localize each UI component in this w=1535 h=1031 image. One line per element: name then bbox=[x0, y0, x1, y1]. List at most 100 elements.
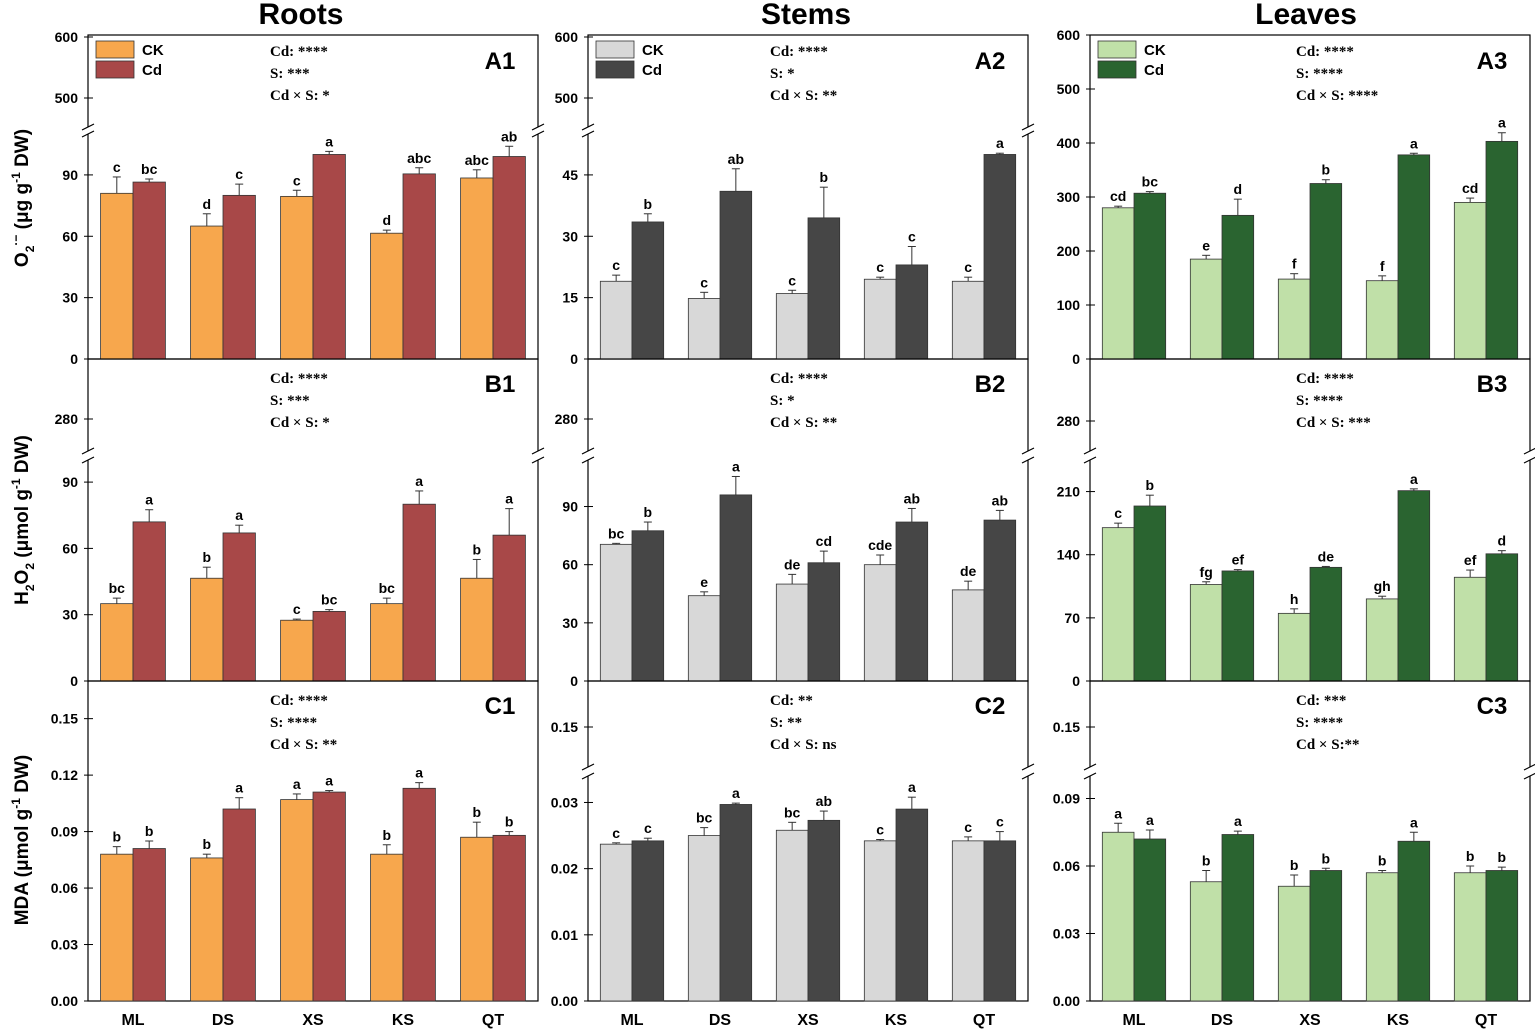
bar-ck-qt bbox=[1453, 576, 1487, 682]
axis-break-left bbox=[1083, 456, 1097, 464]
y-tick-label: 30 bbox=[62, 290, 78, 306]
stats-line: Cd: **** bbox=[770, 371, 828, 387]
significance-letter: a bbox=[1410, 814, 1418, 830]
axis-break-right bbox=[1021, 763, 1035, 771]
panel-label: C3 bbox=[1477, 693, 1508, 720]
bar-ck-xs bbox=[280, 195, 314, 360]
stats-line: S: *** bbox=[270, 66, 310, 82]
x-tick-label: ML bbox=[620, 1012, 643, 1029]
significance-letter: b bbox=[383, 827, 392, 843]
significance-letter: abc bbox=[407, 150, 431, 166]
significance-letter: ab bbox=[992, 492, 1008, 508]
significance-letter: bc bbox=[1142, 174, 1159, 190]
bar-ck-ks bbox=[1365, 280, 1399, 360]
significance-letter: bc bbox=[608, 525, 625, 541]
bar-ck-ds bbox=[190, 577, 224, 682]
legend-label-cd: Cd bbox=[642, 62, 662, 79]
significance-letter: b bbox=[145, 823, 154, 839]
bar-cd-xs bbox=[312, 610, 346, 682]
axis-break-gap-left bbox=[80, 451, 96, 460]
panel-label: C1 bbox=[485, 693, 516, 720]
bar-ck-ml bbox=[100, 192, 134, 360]
bar-cd-xs bbox=[1309, 183, 1343, 360]
bar-cd-qt bbox=[492, 156, 526, 360]
panel-C3: 0.00 0.03 0.06 0.09 0.15 ML a a DS b a XS b b KS b a QT b b… bbox=[1053, 680, 1535, 1029]
axis-break-gap-left bbox=[80, 127, 96, 134]
significance-letter: c bbox=[235, 166, 243, 182]
significance-letter: b bbox=[1466, 848, 1475, 864]
bar-ck-ds bbox=[687, 595, 721, 682]
y-tick-label: 0 bbox=[1072, 351, 1080, 367]
y-tick-label: 30 bbox=[562, 228, 578, 244]
axis-break-left bbox=[581, 763, 595, 771]
bar-cd-ml bbox=[1133, 192, 1167, 360]
significance-letter: a bbox=[732, 458, 740, 474]
axis-break-right bbox=[1021, 130, 1035, 138]
bar-cd-ks bbox=[1397, 154, 1431, 360]
axis-break-gap-left bbox=[580, 451, 596, 460]
significance-letter: c bbox=[908, 229, 916, 245]
significance-letter: a bbox=[996, 135, 1004, 151]
bar-cd-ks bbox=[402, 503, 436, 682]
y-tick-label: 0.15 bbox=[1053, 719, 1080, 735]
axis-break-left bbox=[1083, 763, 1097, 771]
significance-letter: a bbox=[415, 473, 423, 489]
stats-line: S: **** bbox=[270, 715, 317, 731]
axis-break-left bbox=[81, 447, 95, 455]
significance-letter: c bbox=[876, 822, 884, 838]
significance-letter: a bbox=[1410, 135, 1418, 151]
x-tick-label: QT bbox=[973, 1012, 995, 1029]
bar-cd-qt bbox=[1485, 553, 1519, 682]
bar-cd-ks bbox=[895, 521, 929, 682]
axis-break-left bbox=[81, 456, 95, 464]
legend-swatch-ck bbox=[595, 40, 635, 59]
y-tick-label: 0 bbox=[570, 673, 578, 689]
axis-break-gap-right bbox=[1020, 451, 1036, 460]
significance-letter: d bbox=[203, 196, 212, 212]
y-tick-label: 200 bbox=[1057, 243, 1081, 259]
axis-break-gap-left bbox=[1082, 451, 1098, 460]
bar-cd-ks bbox=[1397, 490, 1431, 682]
axis-break-gap-right bbox=[530, 127, 546, 134]
x-tick-label: XS bbox=[797, 1012, 819, 1029]
axis-break-left bbox=[81, 123, 95, 131]
y-tick-label: 0 bbox=[70, 673, 78, 689]
bar-ck-ml bbox=[100, 603, 134, 682]
bar-cd-ml bbox=[1133, 838, 1167, 1002]
y-tick-label: 210 bbox=[1057, 484, 1081, 500]
significance-letter: cd bbox=[1462, 180, 1478, 196]
axis-break-right bbox=[1523, 763, 1535, 771]
bar-ck-ks bbox=[370, 603, 404, 682]
significance-letter: cd bbox=[1110, 188, 1126, 204]
bar-cd-ml bbox=[1133, 505, 1167, 682]
panel-label: C2 bbox=[975, 693, 1006, 720]
significance-letter: b bbox=[1146, 477, 1155, 493]
y-tick-label: 60 bbox=[62, 540, 78, 556]
stats-line: Cd × S: **** bbox=[1296, 88, 1378, 104]
significance-letter: c bbox=[964, 819, 972, 835]
significance-letter: c bbox=[293, 172, 301, 188]
bar-ck-ks bbox=[370, 232, 404, 360]
bar-cd-ml bbox=[132, 181, 166, 360]
bar-cd-ds bbox=[222, 532, 256, 682]
significance-letter: de bbox=[784, 556, 801, 572]
y-tick-label: 0 bbox=[570, 351, 578, 367]
significance-letter: d bbox=[383, 212, 392, 228]
significance-letter: e bbox=[700, 574, 708, 590]
y-tick-label: 0 bbox=[70, 351, 78, 367]
axis-break-left bbox=[1083, 447, 1097, 455]
significance-letter: d bbox=[1234, 181, 1243, 197]
bar-cd-xs bbox=[807, 217, 841, 360]
significance-letter: a bbox=[1410, 471, 1418, 487]
axis-break-right bbox=[1021, 447, 1035, 455]
stats-line: S: **** bbox=[1296, 393, 1343, 409]
bar-cd-ks bbox=[895, 808, 929, 1002]
panel-label: A2 bbox=[975, 48, 1006, 75]
panel-label: A1 bbox=[485, 48, 516, 75]
legend-label-cd: Cd bbox=[1144, 62, 1164, 79]
bar-cd-xs bbox=[807, 562, 841, 682]
stats-line: S: * bbox=[770, 66, 795, 82]
